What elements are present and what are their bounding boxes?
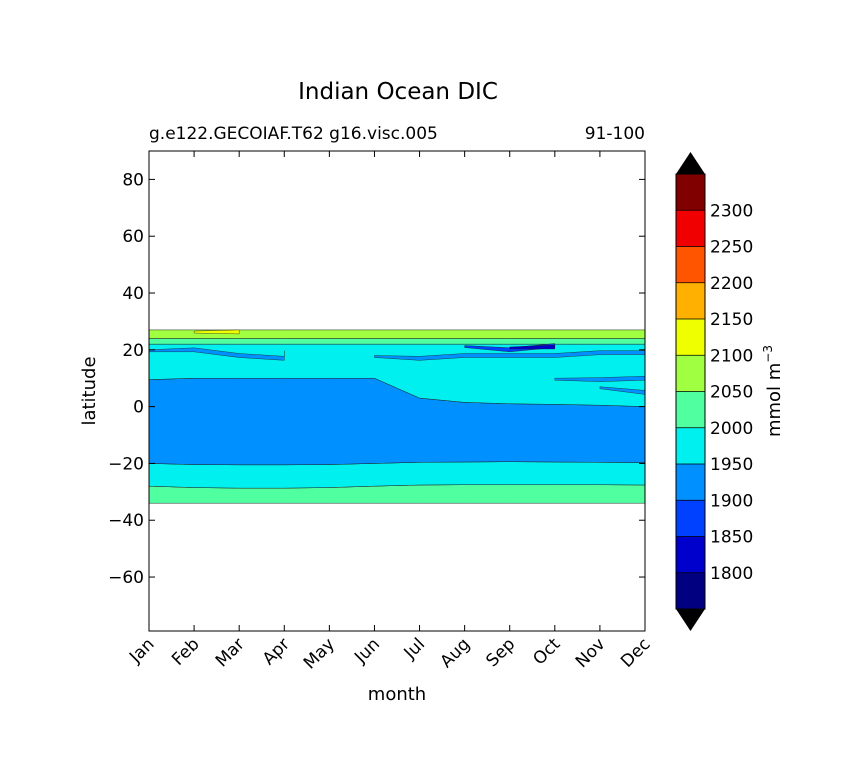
colorbar-segment-2 xyxy=(676,500,705,537)
colorbar-label-text: mmol m xyxy=(764,363,785,437)
colorbar-segment-9 xyxy=(676,246,705,283)
y-tick-label--60: −60 xyxy=(108,568,144,588)
colorbar-tick-label-2000: 2000 xyxy=(710,419,753,439)
colorbar-extend-max xyxy=(676,152,705,174)
colorbar-tick-label-2200: 2200 xyxy=(710,274,753,294)
colorbar-segment-8 xyxy=(676,282,705,319)
colorbar-segment-7 xyxy=(676,319,705,356)
colorbar-tick-label-1900: 1900 xyxy=(710,491,753,511)
x-tick-label-Jan: Jan xyxy=(125,634,158,667)
colorbar-segment-10 xyxy=(676,210,705,247)
x-tick-label-Aug: Aug xyxy=(437,634,475,672)
x-tick-label-Feb: Feb xyxy=(168,634,203,669)
x-tick-label-Sep: Sep xyxy=(482,634,519,671)
colorbar-extend-min xyxy=(676,609,705,631)
colorbar-tick-label-2100: 2100 xyxy=(710,346,753,366)
x-tick-label-May: May xyxy=(300,634,339,673)
y-tick-label-20: 20 xyxy=(122,341,144,361)
y-axis: 80 60 40 20 0 −20 −40 −60 xyxy=(108,170,645,588)
y-tick-label-0: 0 xyxy=(133,398,144,418)
colorbar-tick-label-2250: 2250 xyxy=(710,238,753,258)
y-tick-label--20: −20 xyxy=(108,454,144,474)
contour-band-1 xyxy=(148,461,646,489)
colorbar-segment-3 xyxy=(676,464,705,501)
y-tick-label--40: −40 xyxy=(108,511,144,531)
x-tick-label-Apr: Apr xyxy=(259,634,294,669)
y-axis-label: latitude xyxy=(79,356,100,425)
x-tick-label-Dec: Dec xyxy=(617,634,654,671)
colorbar-tick-label-2300: 2300 xyxy=(710,201,753,221)
contour-patch-6 xyxy=(193,329,240,335)
y-tick-label-40: 40 xyxy=(122,284,144,304)
colorbar-segment-5 xyxy=(676,391,705,428)
colorbar-tick-label-1950: 1950 xyxy=(710,455,753,475)
contour-band-4 xyxy=(148,338,646,345)
colorbar-segment-4 xyxy=(676,427,705,464)
chart-subtitle-left: g.e122.GECOIAF.T62 g16.visc.005 xyxy=(149,124,438,144)
x-tick-label-Nov: Nov xyxy=(572,634,610,672)
y-tick-label-80: 80 xyxy=(122,170,144,190)
colorbar-segment-1 xyxy=(676,536,705,573)
contour-patch-3 xyxy=(509,344,556,350)
x-tick-label-Jul: Jul xyxy=(400,634,429,663)
x-tick-label-Jun: Jun xyxy=(350,634,384,668)
x-tick-label-Mar: Mar xyxy=(212,634,249,671)
colorbar-label: mmol m−3 xyxy=(761,345,785,437)
chart-title: Indian Ocean DIC xyxy=(298,79,498,105)
colorbar-tick-label-1850: 1850 xyxy=(710,528,753,548)
colorbar-segment-0 xyxy=(676,572,705,609)
chart-subtitle-right: 91-100 xyxy=(585,124,645,144)
colorbar-tick-label-2150: 2150 xyxy=(710,310,753,330)
plot-frame xyxy=(148,150,646,632)
colorbar-segment-6 xyxy=(676,355,705,392)
contour-patch-0 xyxy=(148,347,285,361)
colorbar-tick-label-2050: 2050 xyxy=(710,383,753,403)
colorbar: 1800 1850 1900 1950 2000 2050 2100 2150 2200 2250… xyxy=(675,152,753,631)
plot-area xyxy=(148,150,646,632)
colorbar-tick-label-1800: 1800 xyxy=(710,564,753,584)
colorbar-segment-11 xyxy=(676,174,705,211)
x-axis-label: month xyxy=(368,684,426,705)
y-tick-label-60: 60 xyxy=(122,227,144,247)
x-tick-label-Oct: Oct xyxy=(529,634,564,669)
colorbar-label-exponent: −3 xyxy=(761,345,775,363)
